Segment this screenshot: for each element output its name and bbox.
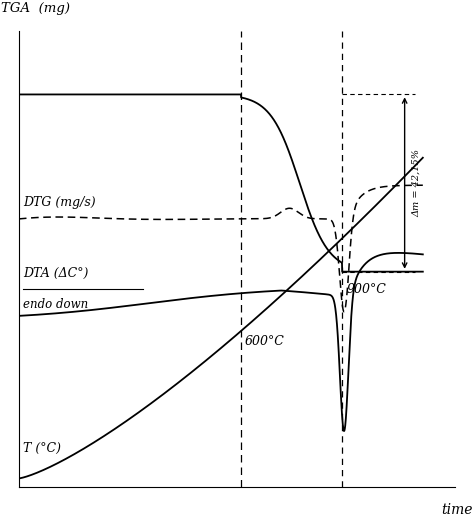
Text: 600°C: 600°C — [245, 335, 285, 348]
Text: endo down: endo down — [23, 298, 89, 311]
Text: DTG (mg/s): DTG (mg/s) — [23, 196, 96, 209]
Text: DTA (ΔC°): DTA (ΔC°) — [23, 266, 89, 280]
Text: TGA  (mg): TGA (mg) — [1, 2, 71, 15]
Text: Δm = 42,15%: Δm = 42,15% — [412, 149, 421, 217]
Text: time: time — [441, 503, 473, 517]
Text: T (°C): T (°C) — [23, 442, 61, 455]
Text: 900°C: 900°C — [347, 283, 387, 296]
